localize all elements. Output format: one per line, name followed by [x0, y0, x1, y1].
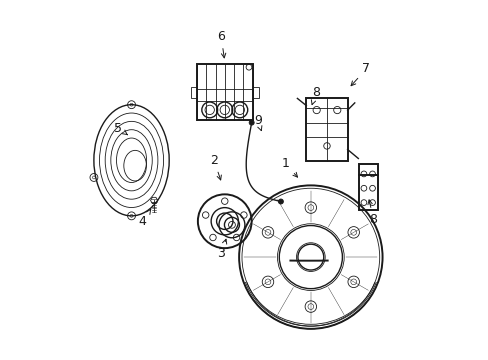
Text: 8: 8: [367, 200, 377, 226]
Text: 4: 4: [138, 210, 150, 228]
Text: 8: 8: [311, 86, 320, 105]
Circle shape: [249, 120, 254, 125]
Text: 9: 9: [253, 114, 262, 131]
Bar: [306, 98, 347, 161]
Text: 3: 3: [217, 239, 226, 260]
Bar: [358, 164, 377, 211]
Bar: [190, 87, 197, 98]
Bar: [197, 64, 252, 120]
Circle shape: [278, 199, 283, 204]
Text: 1: 1: [281, 157, 297, 177]
Bar: [252, 87, 259, 98]
Text: 7: 7: [350, 62, 370, 86]
Text: 5: 5: [114, 122, 127, 135]
Text: 6: 6: [217, 30, 225, 58]
Text: 2: 2: [210, 154, 221, 180]
